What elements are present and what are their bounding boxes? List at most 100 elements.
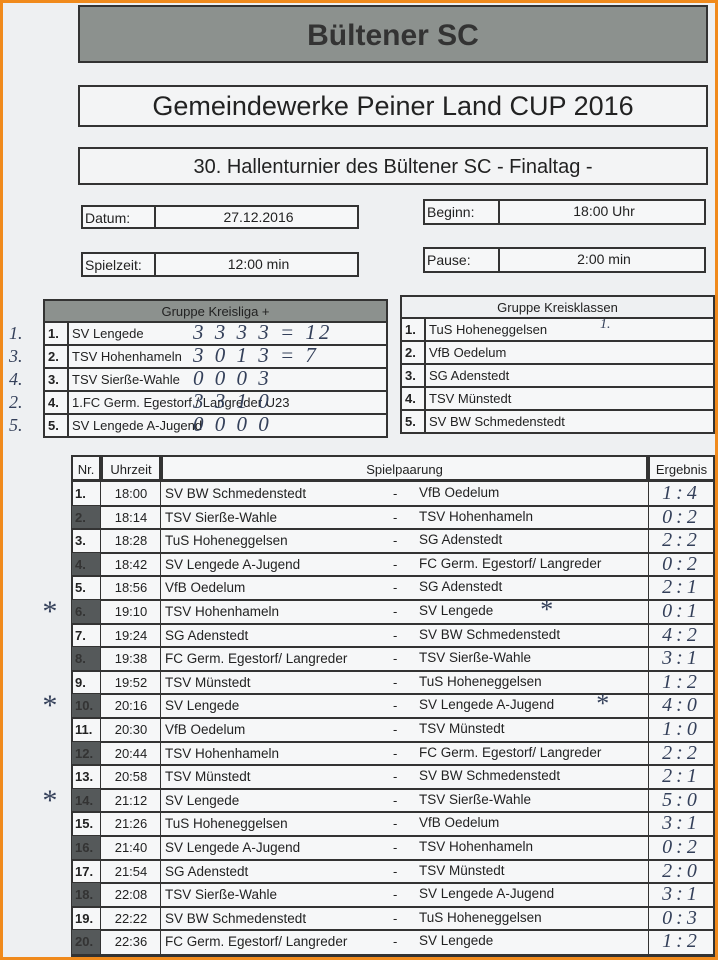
result-cell (648, 693, 715, 719)
cup-title: Gemeindewerke Peiner Land CUP 2016 (152, 91, 634, 121)
result-cell (648, 787, 715, 814)
separator: - (393, 745, 398, 761)
handwritten-rank: 5. (9, 415, 23, 435)
handwritten-mark: * (595, 689, 608, 719)
home-team: TSV Münstedt (165, 674, 251, 690)
handwritten-points: 1. (600, 317, 611, 332)
info-value-box (498, 199, 706, 225)
handwritten-result: 4:2 (662, 623, 701, 646)
time-cell (100, 905, 161, 932)
team-name: TSV Sierße-Wahle (72, 372, 180, 387)
handwritten-result: 2:1 (662, 765, 701, 788)
column-header: Spielpaarung (366, 462, 443, 477)
time-cell (100, 599, 161, 625)
subtitle-box: 30. Hallenturnier des Bültener SC - Fina… (78, 147, 708, 185)
handwritten-result: 1:2 (662, 930, 701, 953)
separator: - (393, 556, 398, 572)
result-cell (648, 764, 715, 790)
away-team: FC Germ. Egestorf/ Langreder (419, 555, 602, 571)
home-team: FC Germ. Egestorf/ Langreder (165, 651, 348, 667)
match-time: 20:30 (114, 722, 148, 737)
result-cell (648, 575, 715, 601)
team-nr: 5. (48, 418, 59, 433)
away-team: TSV Sierße-Wahle (419, 650, 532, 666)
match-time: 19:38 (114, 651, 148, 667)
team-nr: 1. (405, 322, 416, 337)
match-time: 18:42 (114, 556, 148, 572)
match-nr: 2. (75, 509, 86, 525)
club-title: Bültener SC (307, 19, 479, 52)
time-cell (100, 929, 161, 955)
match-nr: 16. (75, 840, 94, 855)
away-team: TuS Hoheneggelsen (419, 909, 542, 925)
separator: - (393, 604, 398, 619)
time-cell (100, 551, 161, 578)
info-label: Datum: (85, 210, 131, 226)
match-nr: 10. (75, 698, 94, 714)
team-nr: 5. (405, 414, 416, 429)
match-time: 19:52 (114, 674, 148, 690)
match-nr: 13. (75, 769, 94, 785)
home-team: TSV Hohenhameln (165, 745, 280, 761)
match-nr: 20. (75, 934, 94, 950)
column-header: Uhrzeit (110, 462, 152, 477)
match-nr: 12. (75, 745, 94, 761)
match-nr: 18. (75, 887, 94, 903)
match-nr: 17. (75, 863, 94, 879)
column-header: Ergebnis (655, 462, 708, 477)
team-nr: 4. (405, 391, 416, 406)
nr-cell (71, 835, 101, 861)
handwritten-result: 3:1 (662, 812, 701, 835)
match-nr: 7. (75, 627, 86, 643)
match-time: 18:56 (114, 580, 148, 596)
header-cell (71, 455, 101, 481)
subtitle: 30. Hallenturnier des Bültener SC - Fina… (193, 156, 593, 178)
away-team: TSV Münstedt (419, 862, 505, 878)
info-value: 12:00 min (227, 256, 290, 272)
team-name: SV Lengede (72, 326, 144, 341)
info-value-box (154, 252, 359, 277)
handwritten-points: 3 3 1 0 (193, 389, 272, 413)
team-nr: 4. (48, 395, 59, 410)
team-nr: 1. (48, 326, 59, 341)
separator: - (393, 840, 398, 855)
separator: - (393, 910, 398, 926)
home-team: VfB Oedelum (165, 580, 246, 596)
time-cell (100, 528, 161, 554)
handwritten-result: 4:0 (662, 694, 701, 717)
handwritten-result: 3:1 (662, 647, 701, 670)
handwritten-result: 1:0 (662, 718, 701, 740)
separator: - (393, 533, 398, 549)
handwritten-mark: * (41, 689, 56, 723)
away-team: TSV Hohenhameln (419, 508, 534, 524)
match-nr: 19. (75, 910, 94, 926)
team-nr: 3. (48, 372, 59, 387)
time-cell (100, 504, 161, 531)
info-value: 18:00 Uhr (573, 203, 635, 219)
handwritten-result: 2:2 (662, 741, 701, 764)
match-nr: 15. (75, 816, 94, 832)
separator: - (393, 722, 398, 737)
home-team: TSV Sierße-Wahle (165, 887, 278, 903)
match-nr: 9. (75, 674, 86, 690)
time-cell (100, 622, 161, 649)
team-name: TuS Hoheneggelsen (429, 322, 548, 337)
match-time: 20:44 (114, 745, 148, 761)
separator: - (393, 934, 398, 950)
home-team: VfB Oedelum (165, 722, 246, 737)
handwritten-points: 3 3 3 3 = 12 (193, 320, 333, 344)
result-cell (648, 622, 715, 649)
time-cell (100, 740, 161, 767)
away-team: SG Adenstedt (419, 532, 503, 548)
away-team: TSV Sierße-Wahle (419, 791, 532, 807)
separator: - (393, 509, 398, 525)
nr-cell (71, 882, 101, 908)
team-name: SG Adenstedt (429, 368, 510, 383)
info-value: 2:00 min (577, 251, 631, 267)
home-team: TSV Münstedt (165, 769, 251, 785)
away-team: SV Lengede (419, 603, 494, 618)
team-nr: 2. (48, 349, 59, 364)
cup-box: Gemeindewerke Peiner Land CUP 2016 (78, 85, 708, 127)
team-name: SV BW Schmedenstedt (429, 414, 565, 429)
team-nr: 3. (405, 368, 416, 383)
